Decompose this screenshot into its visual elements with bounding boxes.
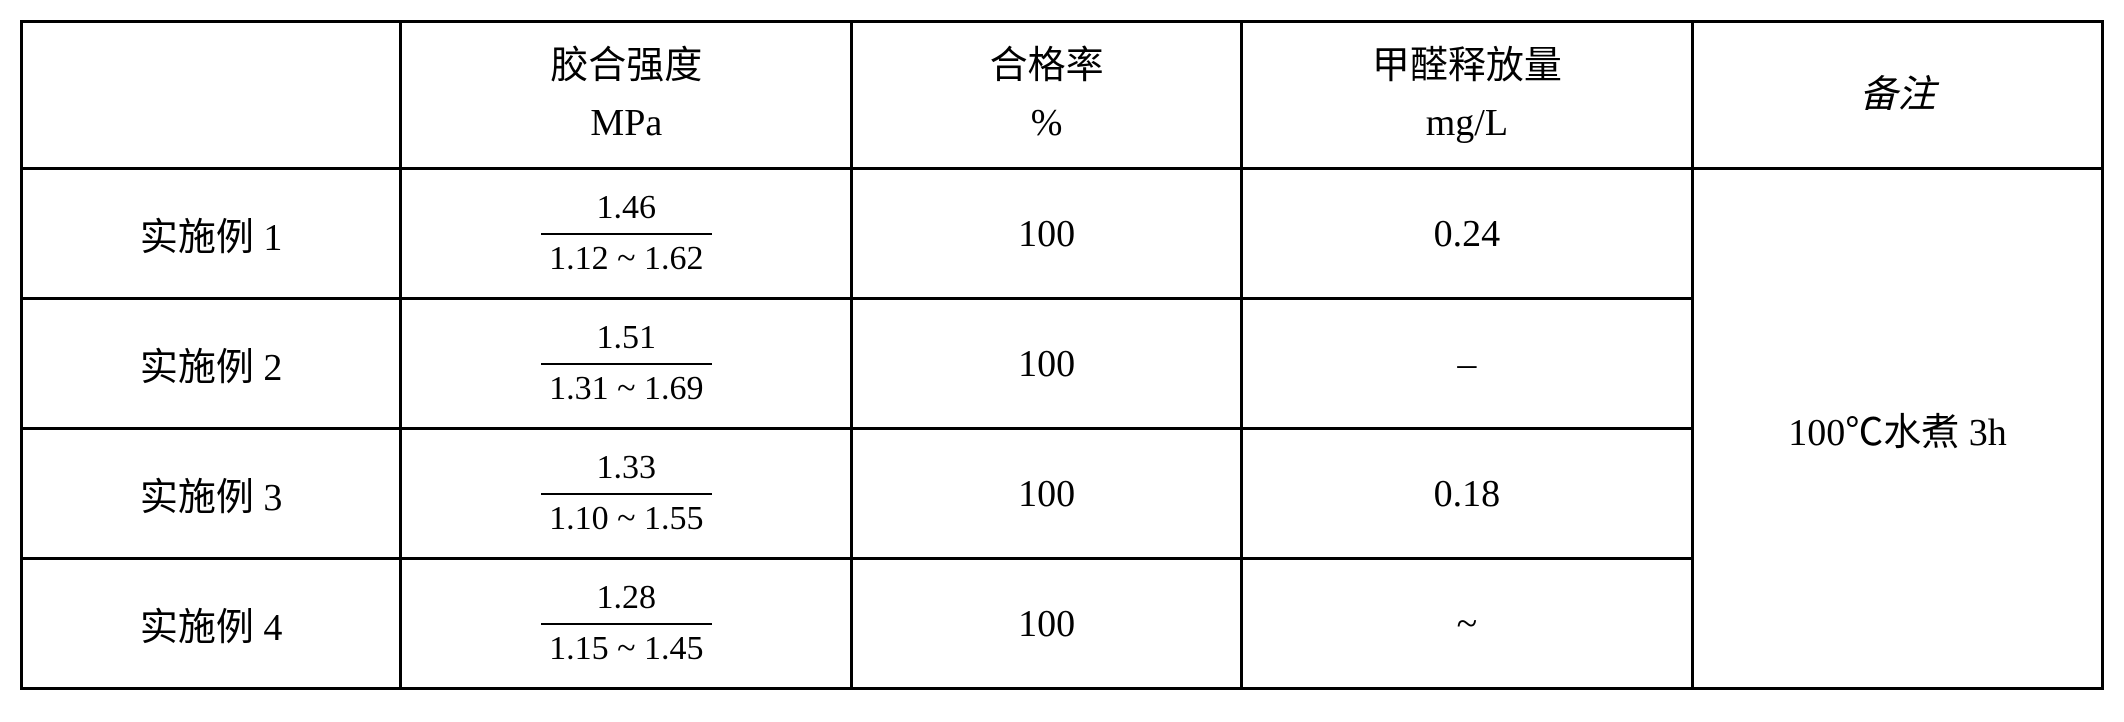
header-strength-line2: MPa <box>590 102 662 144</box>
cell-formaldehyde: 0.18 <box>1241 429 1692 559</box>
cell-passrate: 100 <box>852 559 1242 689</box>
strength-denominator: 1.31 ~ 1.69 <box>541 365 711 410</box>
row-label: 实施例 3 <box>22 429 401 559</box>
header-formaldehyde-line1: 甲醛释放量 <box>1372 45 1562 87</box>
cell-formaldehyde: – <box>1241 299 1692 429</box>
header-passrate-line2: % <box>1031 102 1063 144</box>
strength-fraction: 1.28 1.15 ~ 1.45 <box>541 578 711 670</box>
strength-numerator: 1.46 <box>541 188 711 235</box>
strength-denominator: 1.15 ~ 1.45 <box>541 625 711 670</box>
header-remark: 备注 <box>1692 22 2102 169</box>
table-header-row: 胶合强度 MPa 合格率 % 甲醛释放量 mg/L 备注 <box>22 22 2103 169</box>
data-table-container: 胶合强度 MPa 合格率 % 甲醛释放量 mg/L 备注 实施例 1 <box>20 20 2104 690</box>
header-remark-label: 备注 <box>1859 74 1935 116</box>
header-strength-line1: 胶合强度 <box>550 45 702 87</box>
strength-fraction: 1.46 1.12 ~ 1.62 <box>541 188 711 280</box>
cell-strength: 1.33 1.10 ~ 1.55 <box>401 429 852 559</box>
strength-numerator: 1.33 <box>541 448 711 495</box>
row-label: 实施例 1 <box>22 169 401 299</box>
strength-fraction: 1.33 1.10 ~ 1.55 <box>541 448 711 540</box>
strength-denominator: 1.12 ~ 1.62 <box>541 235 711 280</box>
header-bonding-strength: 胶合强度 MPa <box>401 22 852 169</box>
cell-strength: 1.28 1.15 ~ 1.45 <box>401 559 852 689</box>
strength-fraction: 1.51 1.31 ~ 1.69 <box>541 318 711 410</box>
table-row: 实施例 1 1.46 1.12 ~ 1.62 100 0.24 100℃水煮 3… <box>22 169 2103 299</box>
header-rowlabel <box>22 22 401 169</box>
row-label: 实施例 2 <box>22 299 401 429</box>
header-formaldehyde: 甲醛释放量 mg/L <box>1241 22 1692 169</box>
strength-numerator: 1.28 <box>541 578 711 625</box>
header-pass-rate: 合格率 % <box>852 22 1242 169</box>
strength-numerator: 1.51 <box>541 318 711 365</box>
row-label: 实施例 4 <box>22 559 401 689</box>
cell-strength: 1.46 1.12 ~ 1.62 <box>401 169 852 299</box>
cell-formaldehyde: ~ <box>1241 559 1692 689</box>
header-passrate-line1: 合格率 <box>990 45 1104 87</box>
cell-passrate: 100 <box>852 299 1242 429</box>
cell-strength: 1.51 1.31 ~ 1.69 <box>401 299 852 429</box>
cell-passrate: 100 <box>852 169 1242 299</box>
cell-remark: 100℃水煮 3h <box>1692 169 2102 689</box>
strength-denominator: 1.10 ~ 1.55 <box>541 495 711 540</box>
cell-passrate: 100 <box>852 429 1242 559</box>
header-formaldehyde-line2: mg/L <box>1426 102 1508 144</box>
cell-formaldehyde: 0.24 <box>1241 169 1692 299</box>
results-table: 胶合强度 MPa 合格率 % 甲醛释放量 mg/L 备注 实施例 1 <box>20 20 2104 690</box>
